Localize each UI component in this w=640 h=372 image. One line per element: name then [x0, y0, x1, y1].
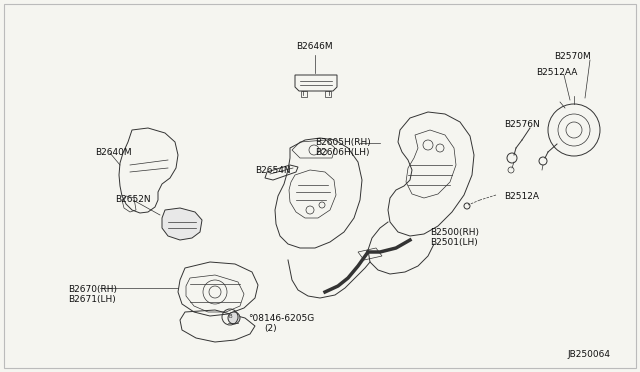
Text: B2576N: B2576N [504, 120, 540, 129]
Text: B2512A: B2512A [504, 192, 539, 201]
Text: B2654N: B2654N [255, 166, 291, 175]
Polygon shape [162, 208, 202, 240]
Text: B2606H(LH): B2606H(LH) [315, 148, 369, 157]
Text: B2671(LH): B2671(LH) [68, 295, 116, 304]
Text: B: B [228, 314, 232, 320]
Text: B2670(RH): B2670(RH) [68, 285, 117, 294]
Text: B2652N: B2652N [115, 195, 150, 204]
Circle shape [228, 312, 240, 324]
Text: (2): (2) [264, 324, 276, 333]
Text: B2646M: B2646M [296, 42, 333, 51]
Text: °08146-6205G: °08146-6205G [248, 314, 314, 323]
Text: B2570M: B2570M [554, 52, 591, 61]
Text: B2501(LH): B2501(LH) [430, 238, 477, 247]
Text: B2512AA: B2512AA [536, 68, 577, 77]
Text: B2640M: B2640M [95, 148, 132, 157]
Text: B2605H(RH): B2605H(RH) [315, 138, 371, 147]
Text: B2500(RH): B2500(RH) [430, 228, 479, 237]
Text: JB250064: JB250064 [567, 350, 610, 359]
